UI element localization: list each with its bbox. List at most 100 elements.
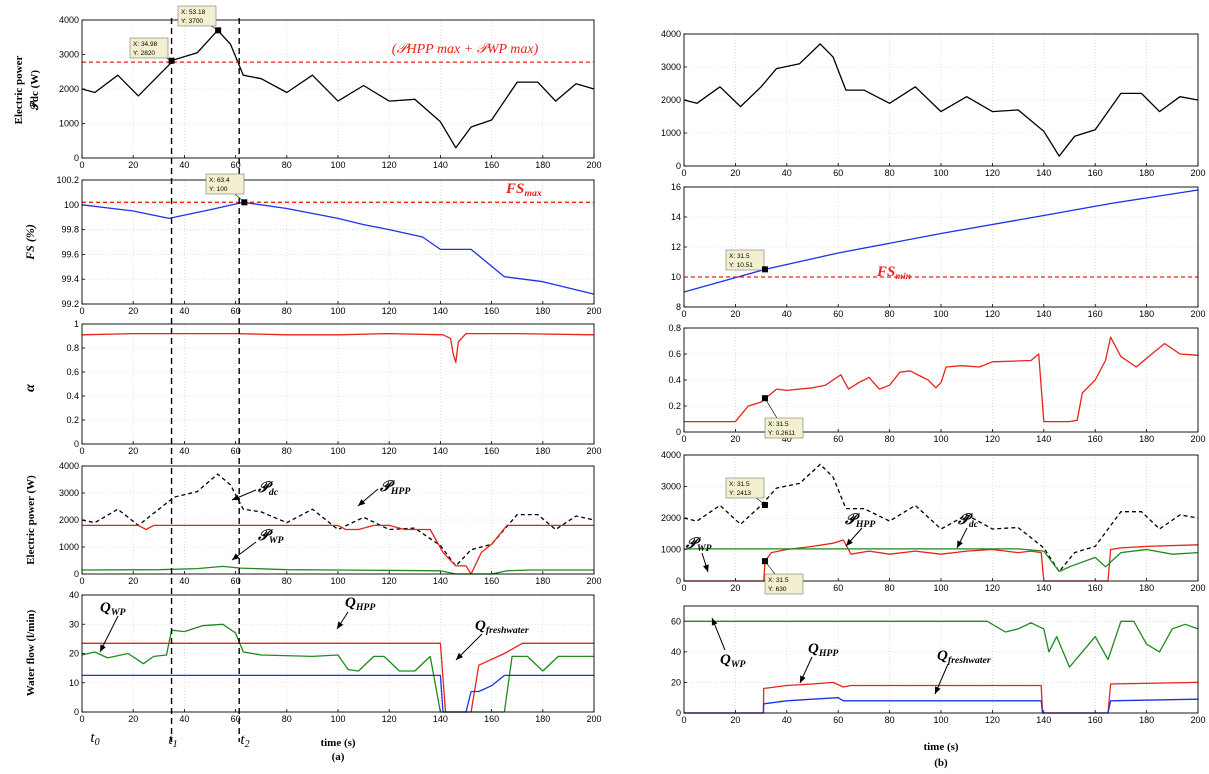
xtick-label-b5: 40 [782,715,792,725]
xtick-label-b3: 20 [730,434,740,444]
xtick-label-a3: 120 [382,446,397,456]
xtick-label-a3: 160 [484,446,499,456]
ytick-label-a4: 3000 [59,488,79,498]
xtick-label-b5: 100 [933,715,948,725]
ytick-label-a3: 0 [74,439,79,449]
xtick-label-b4: 120 [985,583,1000,593]
xtick-label-b3: 80 [885,434,895,444]
datatip-b4-2-x: X: 31.5 [768,577,789,584]
xtick-label-b5: 80 [885,715,895,725]
ytick-label-a3: 0.2 [66,415,79,425]
xtick-label-a2: 100 [330,306,345,316]
xtick-label-a3: 20 [128,446,138,456]
annotation-b5-qwp-sub: WP [731,659,747,670]
datatip-b4-1-box [725,477,765,499]
ytick-label-a5: 20 [69,649,79,659]
xtick-label-b1: 0 [681,168,686,178]
panel-a4-frame [81,465,595,575]
xtick-label-b2: 140 [1036,309,1051,319]
datatip-b4-2-y: Y: 630 [768,586,787,593]
xtick-label-b4: 20 [730,583,740,593]
datatip-b3-box [764,417,804,439]
annotation-a4-pdc-sub: dc [269,487,279,498]
xtick-label-b3: 200 [1190,434,1205,444]
xtick-label-b2: 100 [933,309,948,319]
xtick-label-b5: 120 [985,715,1000,725]
time-mark-base: t [90,730,95,746]
annotation-b4-pdc-sub: dc [969,519,979,530]
xtick-label-b5: 0 [681,715,686,725]
xtick-label-a2: 20 [128,306,138,316]
xtick-label-a4: 40 [179,576,189,586]
ytick-label-a2: 99.8 [61,225,79,235]
series-a4-red-1 [82,524,594,575]
datatip-b2-x: X: 31.5 [729,253,750,260]
ytick-label-b3: 0.2 [668,401,681,411]
xtick-label-b2: 200 [1190,309,1205,319]
xtick-label-a3: 100 [330,446,345,456]
xtick-label-b2: 40 [782,309,792,319]
series-b1-black-0 [683,43,1199,157]
ytick-label-b5: 40 [671,647,681,657]
xtick-label-a1: 200 [586,160,601,170]
time-mark-sub: 0 [95,737,100,748]
xtick-label-a2: 160 [484,306,499,316]
datatip-b2-box [725,249,765,271]
xtick-label-a3: 140 [433,446,448,456]
annotation-fsmin-sub: min [895,271,911,282]
ytick-label-a4: 0 [74,569,79,579]
panel-a5-frame [81,594,595,713]
xtick-label-a5: 200 [586,714,601,724]
ytick-label-a1: 1000 [59,119,79,129]
ylabel-alpha: α [23,384,38,392]
xtick-label-a4: 100 [330,576,345,586]
xtick-label-a2: 0 [79,306,84,316]
xtick-label-a5: 80 [282,714,292,724]
ytick-label-a3: 0.8 [66,343,79,353]
series-b5-green-0 [684,620,1199,668]
ytick-label-b3: 0.6 [668,349,681,359]
arrow-a4-pwp-head [232,553,240,560]
xtick-label-a4: 60 [231,576,241,586]
xtick-label-b5: 20 [730,715,740,725]
xtick-label-b1: 80 [885,168,895,178]
xtick-label-b4: 180 [1139,583,1154,593]
time-mark-t2: t2 [240,732,249,750]
time-mark-base: t [240,732,245,748]
xtick-label-b1: 20 [730,168,740,178]
xtick-label-a5: 140 [433,714,448,724]
xtick-label-a3: 200 [586,446,601,456]
xtick-label-a5: 40 [179,714,189,724]
xtick-label-a4: 180 [535,576,550,586]
annotation-a5-qwp-sub: WP [111,607,127,618]
time-mark-base: t [168,732,173,748]
datatip-b4-1-x: X: 31.5 [729,481,750,488]
xtick-label-a2: 140 [433,306,448,316]
annotation-a5-qwp: QWP [100,600,127,618]
datatip-b3-y: Y: 0.2611 [768,430,795,437]
datatip-b4-2-marker [761,558,768,565]
xtick-label-a1: 140 [433,160,448,170]
ytick-label-a4: 2000 [59,515,79,525]
xtick-label-a5: 20 [128,714,138,724]
ytick-label-b4: 3000 [661,482,681,492]
datatip-b4-1-y: Y: 2413 [729,490,751,497]
datatip-b3-marker [761,395,768,402]
time-mark-sub: 1 [173,739,178,750]
ytick-label-a2: 100.2 [56,175,79,185]
ytick-label-b4: 0 [676,576,681,586]
series-a5-red-0 [82,642,594,713]
xtick-label-a3: 180 [535,446,550,456]
ytick-label-b1: 3000 [661,62,681,72]
datatip-a1-1-y: Y: 2820 [133,50,155,57]
xtick-label-b4: 140 [1036,583,1051,593]
series-a5-blue-2 [82,674,594,713]
datatip-b3-x: X: 31.5 [768,421,789,428]
xtick-label-b1: 40 [782,168,792,178]
xtick-label-a1: 20 [128,160,138,170]
xtick-label-a1: 40 [179,160,189,170]
ytick-label-b2: 14 [671,212,681,222]
xtick-label-b4: 200 [1190,583,1205,593]
xtick-label-b2: 180 [1139,309,1154,319]
xtick-label-b3: 120 [985,434,1000,444]
